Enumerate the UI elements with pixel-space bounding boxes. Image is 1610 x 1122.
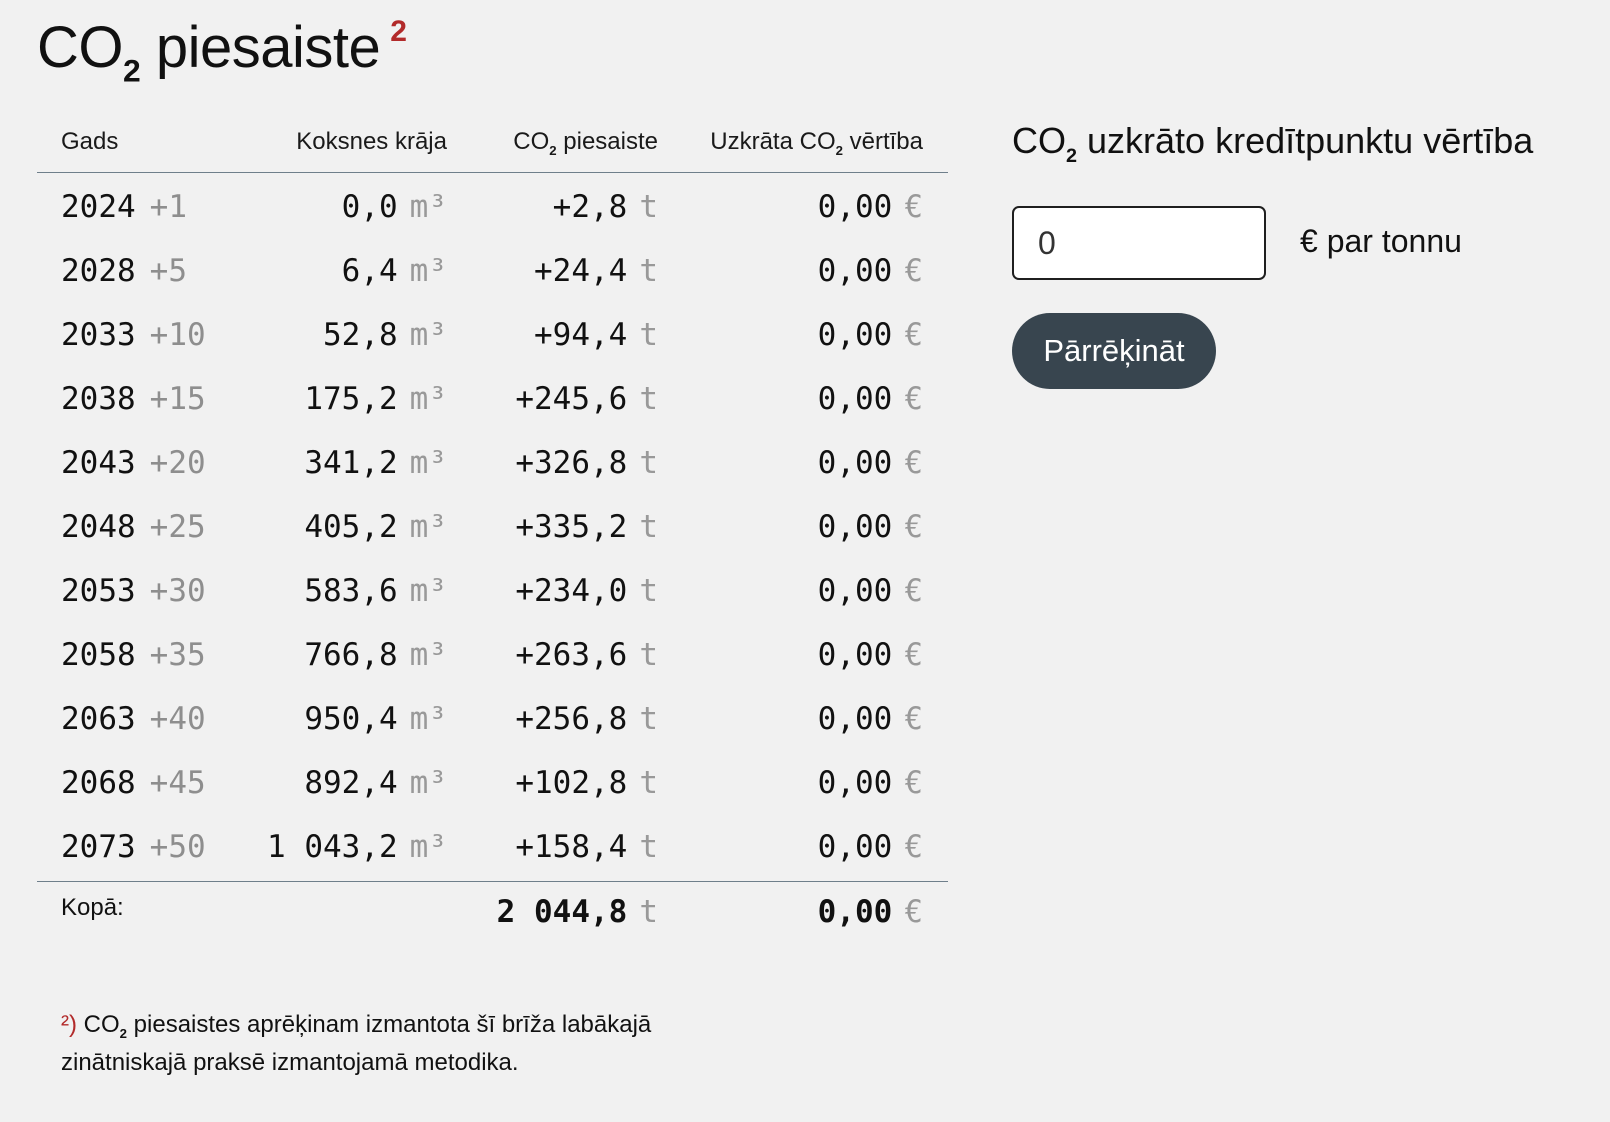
table-row: 2038 +15 175,2 m³ +245,6 t 0,00 € [37,367,948,431]
year-cell: 2038 +15 [61,381,206,417]
co2-cell: +102,8 t [515,765,658,801]
value-cell: 0,00 € [817,701,923,737]
year-offset: +45 [149,765,206,801]
page-title: CO2 piesaiste 2 [37,15,407,89]
table-total-row: Kopā: 2 044,8 t 0,00 € [37,881,948,944]
calculator-panel: CO2 uzkrāto kredītpunktu vērtība € par t… [1012,120,1534,389]
co2-cell: +335,2 t [515,509,658,545]
co2-cell: +256,8 t [515,701,658,737]
value-cell: 0,00 € [817,829,923,865]
wood-cell: 950,4 m³ [304,701,447,737]
year-offset: +40 [149,701,206,737]
year-cell: 2063 +40 [61,701,206,737]
year-cell: 2048 +25 [61,509,206,545]
footnote-ref[interactable]: 2 [390,15,407,48]
col-wood-header: Koksnes krāja [296,128,447,155]
year-cell: 2053 +30 [61,573,206,609]
table-body: 2024 +1 0,0 m³ +2,8 t 0,00 € 2028 +5 6,4 m³ +24,4 t 0,… [37,173,948,879]
value-cell: 0,00 € [817,637,923,673]
value-cell: 0,00 € [817,189,923,225]
year-offset: +35 [149,637,206,673]
table-row: 2033 +10 52,8 m³ +94,4 t 0,00 € [37,303,948,367]
co2-cell: +2,8 t [552,189,658,225]
year-offset: +50 [149,829,206,865]
price-unit-label: € par tonnu [1300,223,1462,259]
co2-cell: +263,6 t [515,637,658,673]
price-per-ton-input[interactable] [1012,206,1266,280]
col-year-header: Gads [61,128,119,155]
wood-cell: 583,6 m³ [304,573,447,609]
year-cell: 2073 +50 [61,829,206,865]
wood-cell: 1 043,2 m³ [267,829,447,865]
table-row: 2073 +50 1 043,2 m³ +158,4 t 0,00 € [37,815,948,879]
table-row: 2058 +35 766,8 m³ +263,6 t 0,00 € [37,623,948,687]
wood-cell: 405,2 m³ [304,509,447,545]
year-offset: +20 [149,445,206,481]
wood-cell: 175,2 m³ [304,381,447,417]
wood-cell: 766,8 m³ [304,637,447,673]
table-row: 2048 +25 405,2 m³ +335,2 t 0,00 € [37,495,948,559]
total-value: 0,00 € [817,894,923,930]
year-offset: +1 [149,189,187,225]
year-cell: 2033 +10 [61,317,206,353]
value-cell: 0,00 € [817,317,923,353]
co2-cell: +94,4 t [534,317,658,353]
year-cell: 2024 +1 [61,189,187,225]
value-cell: 0,00 € [817,253,923,289]
year-cell: 2043 +20 [61,445,206,481]
year-cell: 2028 +5 [61,253,187,289]
wood-cell: 52,8 m³ [323,317,447,353]
wood-cell: 892,4 m³ [304,765,447,801]
year-offset: +5 [149,253,187,289]
footnote-text: ²) CO2 piesaistes aprēķinam izmantota šī… [61,1011,652,1076]
total-co2: 2 044,8 t [496,894,658,930]
wood-cell: 341,2 m³ [304,445,447,481]
col-co2-header: CO2 piesaiste [513,128,658,158]
year-cell: 2068 +45 [61,765,206,801]
co2-cell: +24,4 t [534,253,658,289]
wood-cell: 0,0 m³ [341,189,447,225]
year-offset: +10 [149,317,206,353]
co2-cell: +234,0 t [515,573,658,609]
value-cell: 0,00 € [817,381,923,417]
value-cell: 0,00 € [817,509,923,545]
calculator-title: CO2 uzkrāto kredītpunktu vērtība [1012,120,1534,167]
value-cell: 0,00 € [817,573,923,609]
year-offset: +25 [149,509,206,545]
table-row: 2028 +5 6,4 m³ +24,4 t 0,00 € [37,239,948,303]
table-row: 2053 +30 583,6 m³ +234,0 t 0,00 € [37,559,948,623]
col-value-header: Uzkrāta CO2 vērtība [710,128,923,158]
recalculate-button[interactable]: Pārrēķināt [1012,313,1216,389]
total-label: Kopā: [61,894,124,921]
table-row: 2063 +40 950,4 m³ +256,8 t 0,00 € [37,687,948,751]
table-row: 2043 +20 341,2 m³ +326,8 t 0,00 € [37,431,948,495]
year-offset: +30 [149,573,206,609]
co2-table: Gads Koksnes krāja CO2 piesaiste Uzkrāta… [37,116,948,944]
table-row: 2068 +45 892,4 m³ +102,8 t 0,00 € [37,751,948,815]
value-cell: 0,00 € [817,445,923,481]
co2-cell: +158,4 t [515,829,658,865]
co2-cell: +245,6 t [515,381,658,417]
year-offset: +15 [149,381,206,417]
value-cell: 0,00 € [817,765,923,801]
footnote-mark: ²) [61,1011,77,1038]
table-header: Gads Koksnes krāja CO2 piesaiste Uzkrāta… [37,116,948,173]
year-cell: 2058 +35 [61,637,206,673]
wood-cell: 6,4 m³ [341,253,447,289]
table-row: 2024 +1 0,0 m³ +2,8 t 0,00 € [37,175,948,239]
co2-cell: +326,8 t [515,445,658,481]
